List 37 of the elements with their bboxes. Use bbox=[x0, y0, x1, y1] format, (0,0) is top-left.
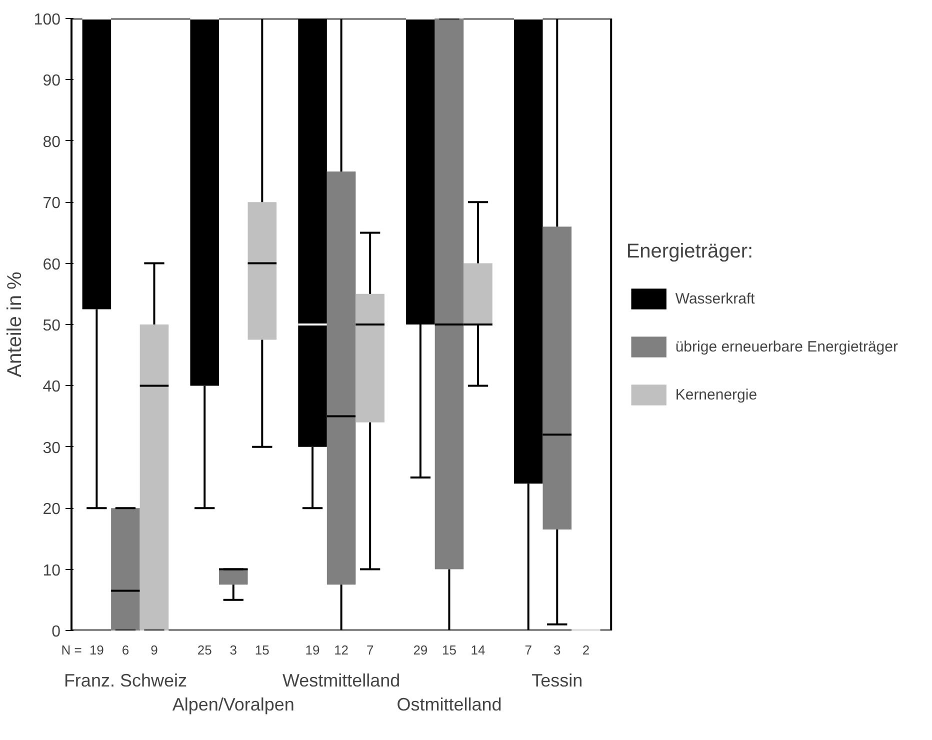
text: 29 bbox=[413, 642, 428, 658]
legend-label: Wasserkraft bbox=[675, 289, 755, 309]
y-tick-label: 10 bbox=[42, 562, 61, 580]
text: N = bbox=[61, 642, 82, 658]
text: 19 bbox=[89, 642, 104, 658]
y-tick-label: 0 bbox=[52, 624, 61, 640]
text: 19 bbox=[305, 642, 320, 658]
y-axis-title: Anteile in % bbox=[4, 271, 26, 378]
text: 7 bbox=[366, 642, 374, 658]
text: 6 bbox=[122, 642, 130, 658]
text: 3 bbox=[554, 642, 561, 658]
text: 15 bbox=[442, 642, 456, 658]
y-tick-label: 40 bbox=[42, 378, 61, 396]
x-tick-label: Franz. Schweiz bbox=[64, 670, 187, 690]
y-tick-label: 70 bbox=[42, 195, 61, 212]
x-tick-label: Ostmittelland bbox=[396, 694, 502, 714]
y-tick-label: 50 bbox=[42, 318, 61, 334]
legend-title: Energieträger: bbox=[626, 240, 754, 264]
text: 3 bbox=[230, 642, 238, 658]
y-tick-label: 60 bbox=[42, 256, 61, 274]
y-tick-label: 80 bbox=[42, 134, 61, 151]
text: 7 bbox=[524, 642, 532, 658]
text: 2 bbox=[582, 642, 590, 658]
text: 15 bbox=[254, 642, 270, 658]
y-tick-label: 100 bbox=[34, 12, 61, 28]
x-tick-label: Alpen/Voralpen bbox=[172, 694, 294, 714]
y-tick-label: 90 bbox=[42, 72, 61, 90]
y-tick-label: 30 bbox=[42, 440, 61, 457]
text: 9 bbox=[150, 642, 158, 658]
legend-label: Kernenergie bbox=[675, 385, 758, 405]
x-tick-label: Tessin bbox=[532, 670, 583, 690]
text: 12 bbox=[334, 642, 349, 658]
text: 25 bbox=[197, 642, 212, 658]
legend-label: übrige erneuerbare Energieträger bbox=[675, 337, 898, 357]
y-tick-label: 20 bbox=[42, 501, 61, 518]
x-tick-label: Westmittelland bbox=[282, 670, 400, 690]
text: 14 bbox=[470, 642, 486, 658]
